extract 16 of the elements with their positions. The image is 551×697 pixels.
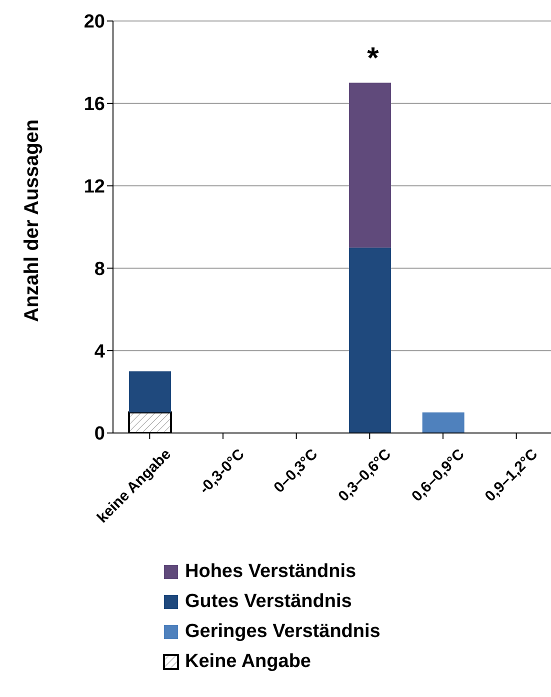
legend-label: Keine Angabe — [185, 650, 311, 674]
bar — [129, 371, 171, 412]
y-tick-label: 20 — [84, 12, 105, 33]
y-tick-label: 12 — [84, 176, 105, 198]
annotation: * — [366, 42, 380, 75]
y-axis-title: Anzahl der Aussagen — [21, 119, 44, 322]
bar — [349, 248, 391, 433]
y-tick-label: 4 — [94, 341, 106, 362]
legend-label: Geringes Verständnis — [185, 620, 380, 644]
y-tick-label: 16 — [84, 94, 105, 116]
bar — [349, 82, 391, 248]
legend-label: Gutes Verständnis — [185, 590, 352, 614]
legend-label: Hohes Verständnis — [185, 560, 356, 584]
y-tick-label: 0 — [94, 424, 105, 445]
y-tick-label: 8 — [94, 258, 105, 280]
bar — [422, 412, 464, 433]
